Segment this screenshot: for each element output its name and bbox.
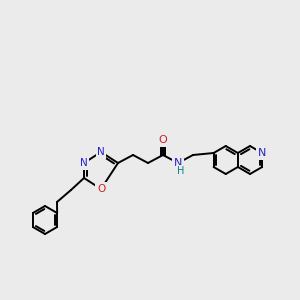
Text: N: N xyxy=(258,148,266,158)
Text: O: O xyxy=(159,135,167,145)
Text: N: N xyxy=(97,147,105,157)
Text: H: H xyxy=(177,166,185,176)
Text: N: N xyxy=(80,158,88,168)
Text: O: O xyxy=(97,184,105,194)
Text: N: N xyxy=(174,158,182,168)
